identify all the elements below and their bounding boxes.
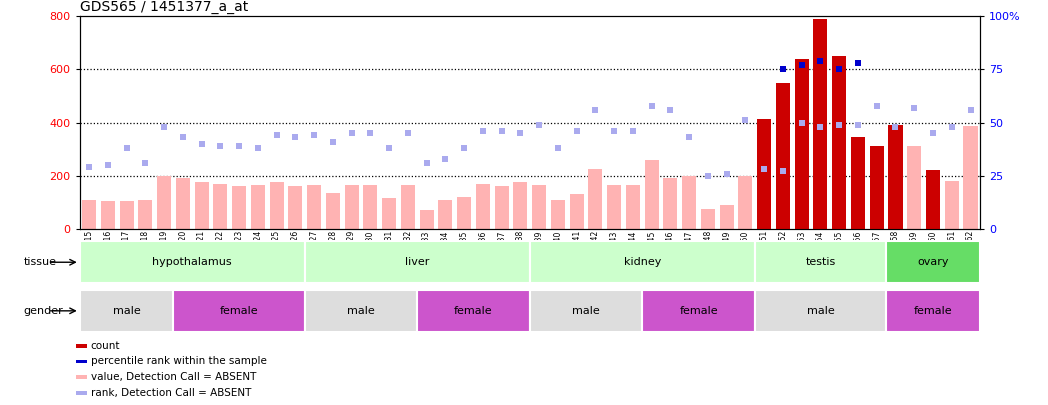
Text: female: female: [914, 306, 953, 316]
Bar: [77, 375, 87, 379]
Bar: [776, 181, 790, 229]
Bar: [176, 178, 190, 229]
Bar: [173, 290, 305, 332]
Bar: [607, 185, 621, 229]
Bar: [80, 290, 173, 332]
Bar: [101, 201, 115, 229]
Bar: [813, 19, 828, 229]
Text: value, Detection Call = ABSENT: value, Detection Call = ABSENT: [91, 372, 256, 382]
Bar: [739, 176, 752, 229]
Bar: [82, 200, 96, 229]
Text: hypothalamus: hypothalamus: [152, 257, 232, 267]
Bar: [157, 176, 171, 229]
Bar: [532, 185, 546, 229]
Bar: [307, 185, 321, 229]
Bar: [383, 198, 396, 229]
Bar: [514, 182, 527, 229]
Bar: [417, 290, 529, 332]
Bar: [214, 183, 227, 229]
Bar: [570, 194, 584, 229]
Bar: [889, 125, 902, 229]
Bar: [776, 83, 790, 229]
Text: male: male: [807, 306, 834, 316]
Bar: [794, 59, 809, 229]
Text: female: female: [679, 306, 718, 316]
Bar: [77, 360, 87, 363]
Text: male: male: [572, 306, 599, 316]
Bar: [870, 147, 883, 229]
Bar: [138, 200, 152, 229]
Bar: [495, 186, 508, 229]
Bar: [400, 185, 415, 229]
Bar: [77, 391, 87, 394]
Bar: [813, 185, 828, 229]
Bar: [757, 200, 771, 229]
Bar: [926, 171, 940, 229]
Bar: [364, 185, 377, 229]
Bar: [529, 290, 642, 332]
Bar: [476, 183, 489, 229]
Bar: [77, 344, 87, 347]
Bar: [701, 209, 715, 229]
Bar: [832, 185, 846, 229]
Text: male: male: [113, 306, 140, 316]
Text: tissue: tissue: [23, 257, 57, 267]
Bar: [269, 182, 284, 229]
Bar: [851, 137, 865, 229]
Bar: [755, 290, 887, 332]
Bar: [457, 197, 472, 229]
Bar: [232, 186, 246, 229]
Bar: [794, 185, 809, 229]
Text: rank, Detection Call = ABSENT: rank, Detection Call = ABSENT: [91, 388, 252, 398]
Text: percentile rank within the sample: percentile rank within the sample: [91, 356, 266, 367]
Bar: [870, 180, 883, 229]
Bar: [80, 241, 305, 283]
Text: liver: liver: [405, 257, 430, 267]
Text: GDS565 / 1451377_a_at: GDS565 / 1451377_a_at: [80, 0, 248, 14]
Text: male: male: [347, 306, 375, 316]
Bar: [551, 200, 565, 229]
Bar: [288, 186, 303, 229]
Bar: [926, 185, 940, 229]
Text: count: count: [91, 341, 121, 351]
Text: female: female: [220, 306, 259, 316]
Bar: [195, 182, 209, 229]
Bar: [832, 56, 846, 229]
Bar: [908, 147, 921, 229]
Text: gender: gender: [23, 306, 63, 316]
Bar: [963, 126, 978, 229]
Bar: [887, 241, 980, 283]
Text: ovary: ovary: [917, 257, 948, 267]
Bar: [642, 290, 755, 332]
Bar: [851, 188, 865, 229]
Bar: [889, 182, 902, 229]
Bar: [250, 185, 265, 229]
Bar: [305, 241, 529, 283]
Bar: [645, 160, 659, 229]
Bar: [588, 169, 603, 229]
Bar: [529, 241, 755, 283]
Bar: [345, 185, 358, 229]
Bar: [419, 210, 434, 229]
Bar: [305, 290, 417, 332]
Text: female: female: [454, 306, 493, 316]
Bar: [757, 119, 771, 229]
Bar: [682, 176, 696, 229]
Bar: [326, 193, 340, 229]
Text: testis: testis: [805, 257, 835, 267]
Bar: [626, 185, 640, 229]
Bar: [663, 178, 677, 229]
Bar: [944, 181, 959, 229]
Text: kidney: kidney: [624, 257, 661, 267]
Bar: [755, 241, 887, 283]
Bar: [119, 201, 133, 229]
Bar: [887, 290, 980, 332]
Bar: [720, 205, 734, 229]
Bar: [438, 200, 453, 229]
